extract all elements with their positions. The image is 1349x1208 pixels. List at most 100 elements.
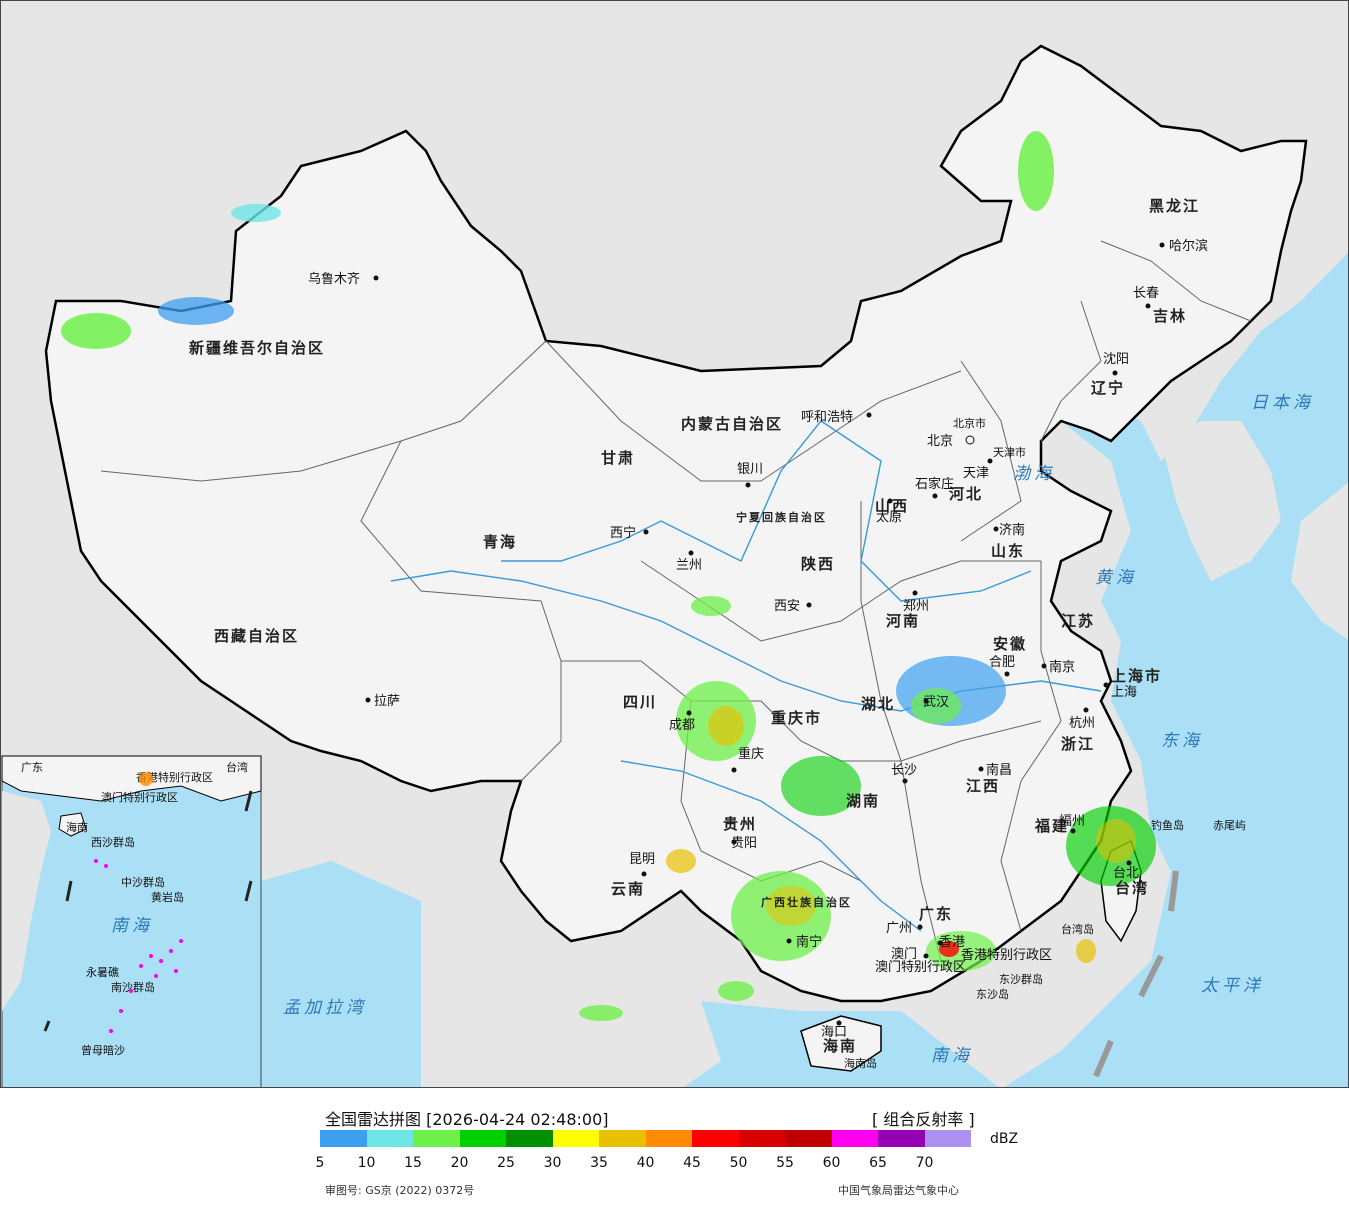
color-bar-cell bbox=[831, 1130, 878, 1147]
prov-hubei: 湖北 bbox=[861, 695, 895, 713]
prov-hainan: 海南 bbox=[823, 1037, 857, 1055]
prov-hebei: 河北 bbox=[949, 485, 983, 503]
city-zhengzhou: 郑州 bbox=[903, 599, 929, 614]
prov-shaanxi: 陕西 bbox=[801, 555, 835, 573]
city-urumqi: 乌鲁木齐 bbox=[308, 271, 360, 287]
city-changchun: 长春 bbox=[1133, 286, 1159, 301]
color-bar-cell bbox=[692, 1130, 739, 1147]
prov-jilin: 吉林 bbox=[1153, 307, 1187, 325]
inset-huangyan: 黄岩岛 bbox=[151, 890, 184, 904]
prov-neimenggu: 内蒙古自治区 bbox=[681, 415, 783, 433]
prov-shandong: 山东 bbox=[991, 542, 1025, 560]
prov-anhui: 安徽 bbox=[993, 635, 1027, 653]
color-bar-cell bbox=[320, 1130, 367, 1147]
prov-jiangxi: 江西 bbox=[966, 777, 1000, 795]
color-bar-cell bbox=[878, 1130, 925, 1147]
color-bar-cell bbox=[924, 1130, 971, 1147]
prov-xinjiang: 新疆维吾尔自治区 bbox=[189, 339, 325, 357]
city-macau: 澳门 bbox=[891, 946, 917, 962]
legend-product: [ 组合反射率 ] bbox=[872, 1110, 975, 1129]
prov-shanghai: 上海市 bbox=[1111, 667, 1162, 685]
inset-nansha: 南沙群岛 bbox=[111, 980, 155, 994]
city-taipei: 台北 bbox=[1113, 866, 1139, 881]
color-bar-cell bbox=[366, 1130, 413, 1147]
prov-hunan: 湖南 bbox=[846, 792, 880, 810]
city-nanchang: 南昌 bbox=[986, 762, 1012, 778]
sea-pacific: 太平洋 bbox=[1201, 976, 1264, 996]
city-hohhot: 呼和浩特 bbox=[801, 410, 853, 425]
city-harbin: 哈尔滨 bbox=[1169, 238, 1208, 254]
color-tick-label: 15 bbox=[404, 1155, 422, 1171]
city-yinchuan: 银川 bbox=[737, 462, 763, 477]
city-hefei: 合肥 bbox=[989, 655, 1015, 670]
color-tick-label: 10 bbox=[357, 1155, 376, 1171]
city-nanjing: 南京 bbox=[1049, 659, 1075, 675]
color-tick-label: 45 bbox=[683, 1155, 701, 1171]
prov-chongqing: 重庆市 bbox=[771, 709, 822, 727]
color-tick-label: 40 bbox=[636, 1155, 655, 1171]
color-tick-label: 20 bbox=[450, 1155, 469, 1171]
indochina-land bbox=[421, 901, 721, 1087]
city-chongqing: 重庆 bbox=[738, 746, 764, 762]
city-jinan: 济南 bbox=[999, 522, 1025, 538]
inset-hongkong: 香港特别行政区 bbox=[136, 770, 213, 784]
map-panel: 新疆维吾尔自治区 西藏自治区 青海 甘肃 内蒙古自治区 黑龙江 吉林 辽宁 河北… bbox=[0, 0, 1349, 1088]
city-hangzhou: 杭州 bbox=[1069, 716, 1095, 731]
prov-shanxi: 山西 bbox=[875, 497, 909, 515]
hainan-island bbox=[800, 1015, 882, 1072]
province-borders bbox=[100, 240, 1252, 962]
city-guiyang: 贵阳 bbox=[731, 836, 757, 851]
sea-bengal: 孟加拉湾 bbox=[283, 998, 367, 1018]
prov-guangdong: 广东 bbox=[919, 905, 953, 923]
city-tianjin: 天津 bbox=[963, 466, 989, 481]
island-diaoyu: 钓鱼岛 bbox=[1151, 818, 1184, 832]
sea-japan: 日本海 bbox=[1251, 393, 1314, 413]
prov-beijing: 北京市 bbox=[953, 416, 986, 430]
inset-zhongsha: 中沙群岛 bbox=[121, 875, 165, 889]
prov-yunnan: 云南 bbox=[611, 880, 645, 898]
prov-guizhou: 贵州 bbox=[723, 815, 757, 833]
inset-guangdong: 广东 bbox=[21, 761, 43, 774]
inset-nanhai: 南海 bbox=[111, 916, 153, 936]
prov-macao: 澳门特别行政区 bbox=[875, 959, 966, 975]
color-tick-label: 35 bbox=[590, 1155, 608, 1171]
prov-sichuan: 四川 bbox=[623, 693, 657, 711]
prov-ningxia: 宁夏回族自治区 bbox=[736, 510, 827, 524]
city-guangzhou: 广州 bbox=[886, 921, 912, 936]
city-dots bbox=[365, 242, 1165, 1026]
prov-fujian: 福建 bbox=[1034, 817, 1069, 835]
city-xian: 西安 bbox=[774, 599, 800, 614]
inset-hainan: 海南 bbox=[66, 820, 88, 834]
city-kunming: 昆明 bbox=[629, 852, 655, 867]
japan-land bbox=[1291, 482, 1348, 640]
city-taiyuan: 太原 bbox=[876, 510, 902, 525]
inset-xisha: 西沙群岛 bbox=[91, 835, 135, 849]
prov-zhejiang: 浙江 bbox=[1061, 735, 1095, 753]
city-hongkong: 香港 bbox=[939, 935, 965, 950]
city-fuzhou: 福州 bbox=[1059, 814, 1085, 829]
color-bar-cell bbox=[506, 1130, 553, 1147]
color-tick-label: 50 bbox=[729, 1155, 748, 1171]
city-chengdu: 成都 bbox=[669, 718, 695, 733]
legend-unit: dBZ bbox=[990, 1131, 1019, 1147]
china-land bbox=[44, 44, 1308, 1003]
color-bar-cell bbox=[785, 1130, 832, 1147]
city-haikou: 海口 bbox=[821, 1025, 847, 1040]
south-china-sea-inset: 广东 台湾 香港特别行政区 澳门特别行政区 海南 南海 永暑礁 中沙群岛 黄岩岛… bbox=[1, 755, 262, 1087]
city-shijiazhuang: 石家庄 bbox=[915, 476, 954, 492]
prov-xizang: 西藏自治区 bbox=[214, 627, 299, 645]
color-tick-label: 25 bbox=[497, 1155, 515, 1171]
prov-henan: 河南 bbox=[886, 612, 920, 630]
color-tick-label: 70 bbox=[915, 1155, 934, 1171]
prov-gansu: 甘肃 bbox=[601, 449, 635, 467]
color-tick-label: 30 bbox=[543, 1155, 562, 1171]
color-bar bbox=[320, 1130, 971, 1147]
prov-tianjin: 天津市 bbox=[993, 445, 1026, 459]
inset-zengmu: 曾母暗沙 bbox=[81, 1043, 125, 1057]
inset-macau: 澳门特别行政区 bbox=[101, 790, 178, 804]
prov-guangxi: 广西壮族自治区 bbox=[761, 895, 852, 909]
prov-liaoning: 辽宁 bbox=[1091, 379, 1125, 397]
sea-nanhai: 南海 bbox=[931, 1046, 973, 1066]
island-dongsha-qundao: 东沙群岛 bbox=[999, 972, 1043, 986]
color-tick-label: 65 bbox=[869, 1155, 887, 1171]
